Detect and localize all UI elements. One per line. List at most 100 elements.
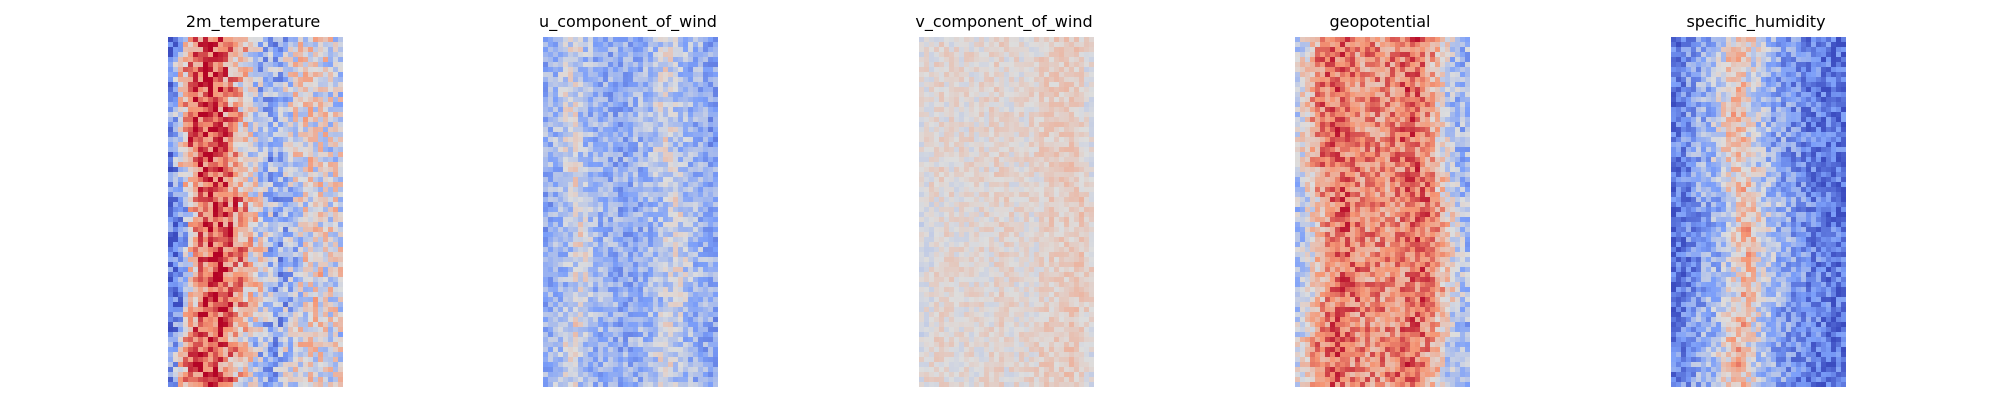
heatmap-cell [293,162,299,168]
heatmap-cell [188,167,194,173]
heatmap-cell [278,202,284,208]
heatmap-cell [218,87,224,93]
heatmap-cell [643,147,649,153]
heatmap-cell [248,217,254,223]
heatmap-cell [703,352,709,358]
heatmap-cell [608,192,614,198]
heatmap-cell [583,167,589,173]
heatmap-cell [228,307,234,313]
heatmap-cell [228,152,234,158]
heatmap-cell [223,327,229,333]
heatmap-cell [253,267,259,273]
heatmap-cell [944,47,950,53]
heatmap-cell [618,307,624,313]
heatmap-cell [188,297,194,303]
heatmap-cell [188,137,194,143]
heatmap-cell [558,377,564,383]
heatmap-cell [578,237,584,243]
heatmap-cell [543,147,549,153]
heatmap-cell [213,272,219,278]
heatmap-cell [588,192,594,198]
heatmap-cell [323,212,329,218]
heatmap-cell [673,332,679,338]
heatmap-cell [543,37,549,43]
heatmap-cell [608,67,614,73]
heatmap-cell [628,217,634,223]
heatmap-cell [613,347,619,353]
heatmap-cell [548,102,554,108]
heatmap-cell [173,192,179,198]
heatmap-cell [303,242,309,248]
heatmap-cell [593,172,599,178]
heatmap-cell [573,217,579,223]
heatmap-cell [598,217,604,223]
heatmap-cell [543,232,549,238]
heatmap-cell [253,102,259,108]
heatmap-cell [688,337,694,343]
heatmap-cell [188,347,194,353]
heatmap-cell [643,362,649,368]
heatmap-cell [303,337,309,343]
heatmap-cell [338,92,343,98]
heatmap-cell [218,207,224,213]
heatmap-cell [563,217,569,223]
heatmap-cell [598,72,604,78]
heatmap-cell [653,187,659,193]
heatmap-cell [623,362,629,368]
heatmap-cell [328,297,334,303]
heatmap-cell [333,172,339,178]
heatmap-cell [208,357,214,363]
heatmap-cell [633,347,639,353]
heatmap-cell [578,242,584,248]
heatmap-cell [673,102,679,108]
heatmap-cell [688,252,694,258]
heatmap-cell [663,162,669,168]
heatmap-cell [278,147,284,153]
heatmap-cell [608,382,614,387]
heatmap-cell [713,147,718,153]
heatmap-cell [618,77,624,83]
heatmap-cell [663,87,669,93]
heatmap-cell [338,377,343,383]
heatmap-cell [578,312,584,318]
heatmap-cell [168,382,174,387]
heatmap-cell [543,322,549,328]
heatmap-cell [183,382,189,387]
heatmap-cell [178,247,184,253]
heatmap-cell [188,187,194,193]
heatmap-cell [233,257,239,263]
heatmap-cell [288,137,294,143]
heatmap-cell [253,292,259,298]
heatmap-cell [648,152,654,158]
heatmap-cell [598,232,604,238]
heatmap-cell [183,107,189,113]
heatmap-cell [568,47,574,53]
heatmap-cell [633,262,639,268]
heatmap-cell [578,332,584,338]
heatmap-cell [263,272,269,278]
heatmap-cell [603,282,609,288]
heatmap-cell [618,187,624,193]
heatmap-cell [663,42,669,48]
heatmap-cell [338,267,343,273]
heatmap-cell [673,307,679,313]
heatmap-cell [603,352,609,358]
heatmap-cell [198,57,204,63]
heatmap-cell [568,192,574,198]
heatmap-cell [293,342,299,348]
heatmap-cell [313,172,319,178]
heatmap-cell [648,352,654,358]
heatmap-cell [628,322,634,328]
heatmap-cell [598,157,604,163]
heatmap-cell [338,242,343,248]
heatmap-cell [278,322,284,328]
heatmap-cell [543,212,549,218]
heatmap-cell [974,42,980,48]
heatmap-cell [603,332,609,338]
heatmap-cell [563,67,569,73]
heatmap-cell [253,342,259,348]
heatmap-cell [638,262,644,268]
heatmap-cell [233,67,239,73]
heatmap-cell [603,202,609,208]
heatmap-cell [583,112,589,118]
